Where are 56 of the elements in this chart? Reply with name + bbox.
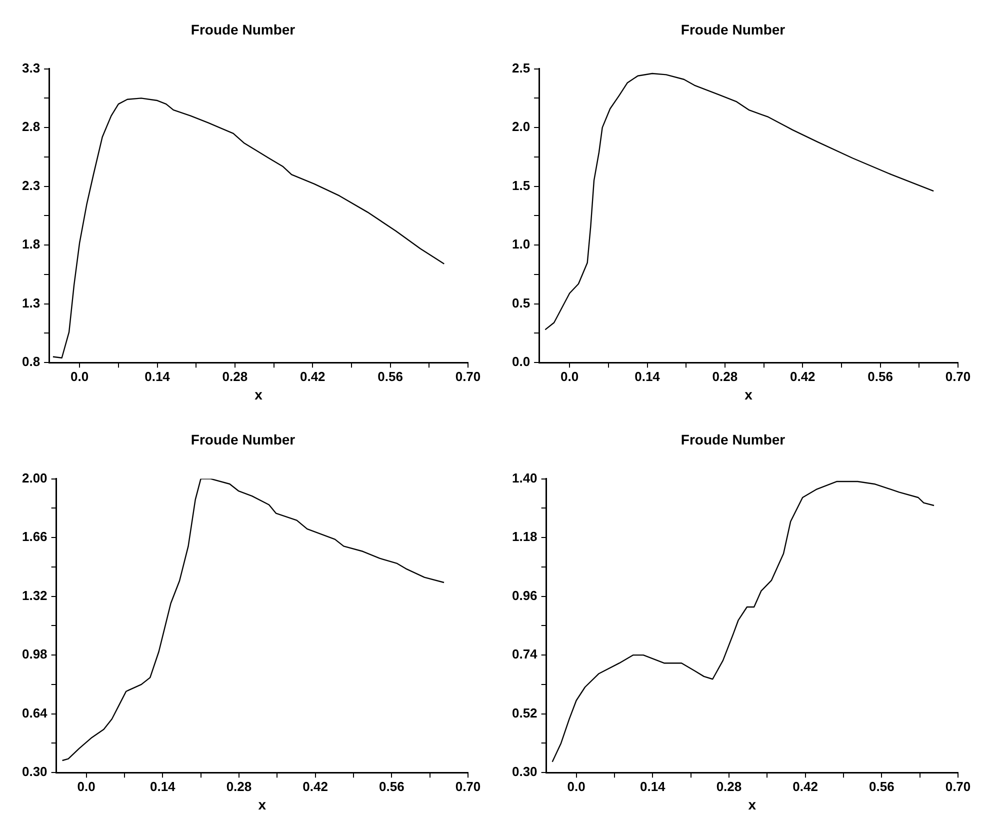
y-tick-label: 0.5	[512, 295, 530, 310]
y-tick-label: 1.32	[22, 588, 48, 603]
y-tick-label: 2.00	[22, 470, 48, 486]
y-tick-label: 0.96	[512, 588, 538, 603]
x-tick-label: 0.42	[790, 368, 816, 384]
y-tick-label: 1.0	[512, 236, 530, 252]
y-tick-label: 2.0	[512, 119, 530, 134]
y-tick-label: 1.18	[512, 529, 538, 544]
y-tick-label: 0.74	[512, 646, 538, 662]
x-tick-label: 0.42	[792, 778, 818, 794]
x-tick-label: 0.56	[869, 778, 894, 794]
y-tick-label: 2.8	[22, 119, 40, 134]
chart-title: Froude Number	[680, 431, 786, 448]
x-axis-title: x	[748, 796, 756, 812]
y-tick-label: 0.52	[512, 705, 538, 720]
y-tick-label: 0.64	[22, 705, 48, 720]
x-tick-label: 0.0	[567, 778, 586, 794]
y-tick-label: 2.3	[22, 178, 40, 193]
x-tick-label: 0.56	[868, 368, 893, 384]
y-tick-label: 0.0	[512, 354, 530, 370]
x-tick-label: 0.28	[716, 778, 742, 794]
y-tick-label: 2.5	[512, 60, 530, 76]
x-axis-title: x	[254, 386, 263, 402]
y-tick-label: 1.8	[22, 236, 40, 252]
y-tick-label: 1.40	[512, 470, 538, 486]
x-tick-label: 0.28	[222, 368, 248, 384]
x-tick-label: 0.14	[634, 368, 661, 384]
y-tick-label: 1.3	[22, 295, 40, 310]
y-tick-label: 0.30	[22, 764, 48, 780]
y-tick-label: 0.30	[512, 764, 538, 780]
x-tick-label: 0.70	[945, 368, 971, 384]
chart-title: Froude Number	[680, 21, 786, 38]
x-tick-label: 0.56	[378, 368, 403, 384]
x-tick-label: 0.14	[640, 778, 666, 794]
x-tick-label: 0.70	[455, 778, 481, 794]
y-tick-label: 0.8	[22, 354, 40, 370]
x-tick-label: 0.28	[226, 778, 252, 794]
x-tick-label: 0.0	[77, 778, 96, 794]
chart-title: Froude Number	[190, 21, 296, 38]
x-tick-label: 0.42	[302, 778, 328, 794]
x-tick-label: 0.14	[150, 778, 176, 794]
x-axis-title: x	[744, 386, 753, 402]
x-tick-label: 0.70	[945, 778, 971, 794]
x-tick-label: 0.0	[560, 368, 579, 384]
x-tick-label: 0.0	[70, 368, 89, 384]
x-tick-label: 0.28	[712, 368, 738, 384]
chart-title: Froude Number	[190, 431, 296, 448]
y-tick-label: 1.5	[512, 178, 530, 193]
y-tick-label: 3.3	[22, 60, 40, 76]
y-tick-label: 0.98	[22, 646, 48, 662]
x-tick-label: 0.70	[455, 368, 481, 384]
x-axis-title: x	[258, 796, 266, 812]
y-tick-label: 1.66	[22, 529, 48, 544]
x-tick-label: 0.56	[379, 778, 404, 794]
x-tick-label: 0.42	[300, 368, 326, 384]
x-tick-label: 0.14	[144, 368, 171, 384]
